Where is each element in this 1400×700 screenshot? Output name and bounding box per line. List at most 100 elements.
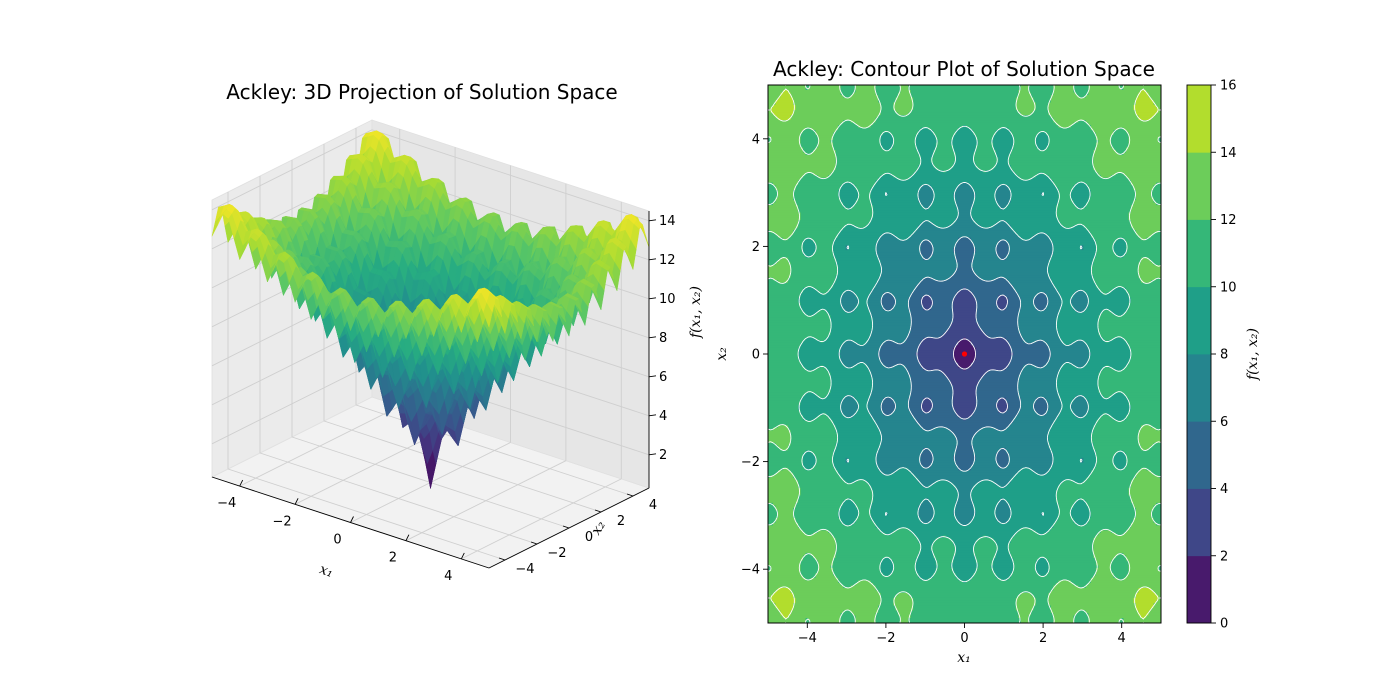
contour-band-cell (965, 367, 1007, 371)
contour-band-cell (915, 170, 944, 174)
contour-band-cell (843, 362, 859, 366)
contour-band-cell (773, 105, 797, 109)
contour-band-cell (768, 460, 804, 464)
contour-band-cell (890, 232, 914, 236)
contour-band-cell (905, 367, 924, 371)
contour-band-cell (1125, 290, 1161, 294)
contour-band-cell (880, 470, 897, 474)
contour-band-cell (813, 532, 832, 537)
contour-band-cell (1138, 92, 1150, 96)
surface-mesh (211, 130, 650, 489)
contour-band-cell (1095, 465, 1117, 469)
contour-band-cell (818, 142, 834, 146)
contour-band-cell (1130, 222, 1161, 226)
contour-band-cell (780, 257, 789, 261)
contour-band-cell (975, 357, 1012, 361)
contour-band-cell (875, 522, 962, 527)
contour-band-cell (880, 262, 959, 266)
contour-band-cell (830, 320, 874, 324)
contour-band-cell (1153, 472, 1161, 476)
contour-band-cell (815, 417, 832, 421)
contour-band-cell (798, 525, 877, 529)
contour-band-cell (803, 457, 817, 461)
contour-band-cell (1010, 165, 1095, 169)
contour-band-cell (870, 415, 914, 419)
contour-band-cell (840, 297, 859, 301)
contour-band-cell (840, 400, 857, 404)
contour-band-cell (1140, 425, 1152, 429)
contour-band-cell (928, 497, 959, 501)
contour-band-cell (965, 417, 1014, 421)
contour-band-cell (1093, 162, 1161, 166)
contour-band-cell (1088, 357, 1132, 361)
contour-band-cell (845, 290, 854, 294)
contour-band-cell (818, 140, 832, 144)
contour-band-cell (858, 402, 869, 406)
contour-band-cell (855, 410, 869, 414)
contour-band-cell (920, 300, 934, 304)
contour-band-cell (1090, 437, 1140, 441)
contour-band-cell (953, 162, 977, 166)
contour-band-cell (800, 292, 824, 296)
contour-band-cell (878, 177, 899, 181)
contour-band-cell (775, 187, 797, 191)
contour-band-cell (908, 112, 1022, 116)
contour-band-cell (1020, 402, 1034, 406)
contour-band-cell (840, 92, 854, 96)
contour-band-cell (920, 425, 1009, 429)
contour-band-cell (768, 495, 799, 499)
contour-band-cell (885, 172, 892, 176)
contour-band-cell (840, 295, 857, 299)
contour-band-cell (895, 402, 909, 406)
contour-band-cell (1103, 367, 1115, 371)
contour-band-cell (1095, 455, 1115, 459)
contour-band-cell (965, 337, 1007, 341)
contour-band-cell (1005, 205, 1057, 209)
contour-band-cell (770, 137, 802, 141)
contour-band-cell (1000, 127, 1009, 131)
contour-band-cell (768, 215, 802, 219)
contour-band-cell (973, 187, 997, 191)
contour-band-cell (770, 230, 794, 234)
contour-band-cell (1058, 125, 1072, 129)
contour-band-cell (833, 147, 884, 151)
contour-band-cell (768, 300, 799, 304)
contour-band-cell (998, 397, 1007, 401)
grid-line (259, 452, 538, 545)
contour-band-cell (1013, 145, 1037, 149)
contour-band-cell (1008, 162, 1095, 166)
contour-band-cell (870, 512, 887, 516)
contour-band-cell (1073, 292, 1087, 296)
contour-band-cell (835, 467, 879, 471)
contour-band-cell (983, 330, 1019, 334)
contour-band-cell (1153, 520, 1161, 524)
contour-band-cell (1128, 307, 1161, 311)
contour-band-cell (930, 545, 957, 549)
contour-band-cell (768, 517, 777, 521)
contour-band-cell (768, 447, 782, 451)
contour-band-cell (828, 175, 882, 179)
contour-band-cell (995, 130, 1012, 134)
contour-band-cell (953, 147, 977, 151)
contour-band-cell (1098, 387, 1161, 391)
contour-band-cell (848, 247, 877, 251)
contour-band-cell (788, 467, 807, 471)
contour-band-cell (798, 522, 844, 527)
contour-band-cell (1013, 475, 1090, 479)
contour-band-cell (870, 412, 884, 416)
contour-band-cell (800, 302, 842, 306)
contour-band-cell (910, 530, 1019, 534)
contour-band-cell (1060, 397, 1074, 401)
contour-band-cell (1058, 372, 1100, 376)
contour-band-cell (910, 95, 1019, 99)
contour-band-cell (1028, 85, 1054, 89)
contour-band-cell (978, 537, 994, 542)
contour-band-cell (873, 185, 922, 189)
contour-band-cell (1005, 447, 1052, 451)
contour-band-cell (1005, 450, 1052, 454)
contour-band-cell (1085, 227, 1135, 231)
contour-band-cell (1125, 130, 1161, 134)
contour-band-cell (910, 92, 1019, 96)
contour-band-cell (1093, 425, 1142, 429)
y-tick-mark (498, 557, 506, 561)
